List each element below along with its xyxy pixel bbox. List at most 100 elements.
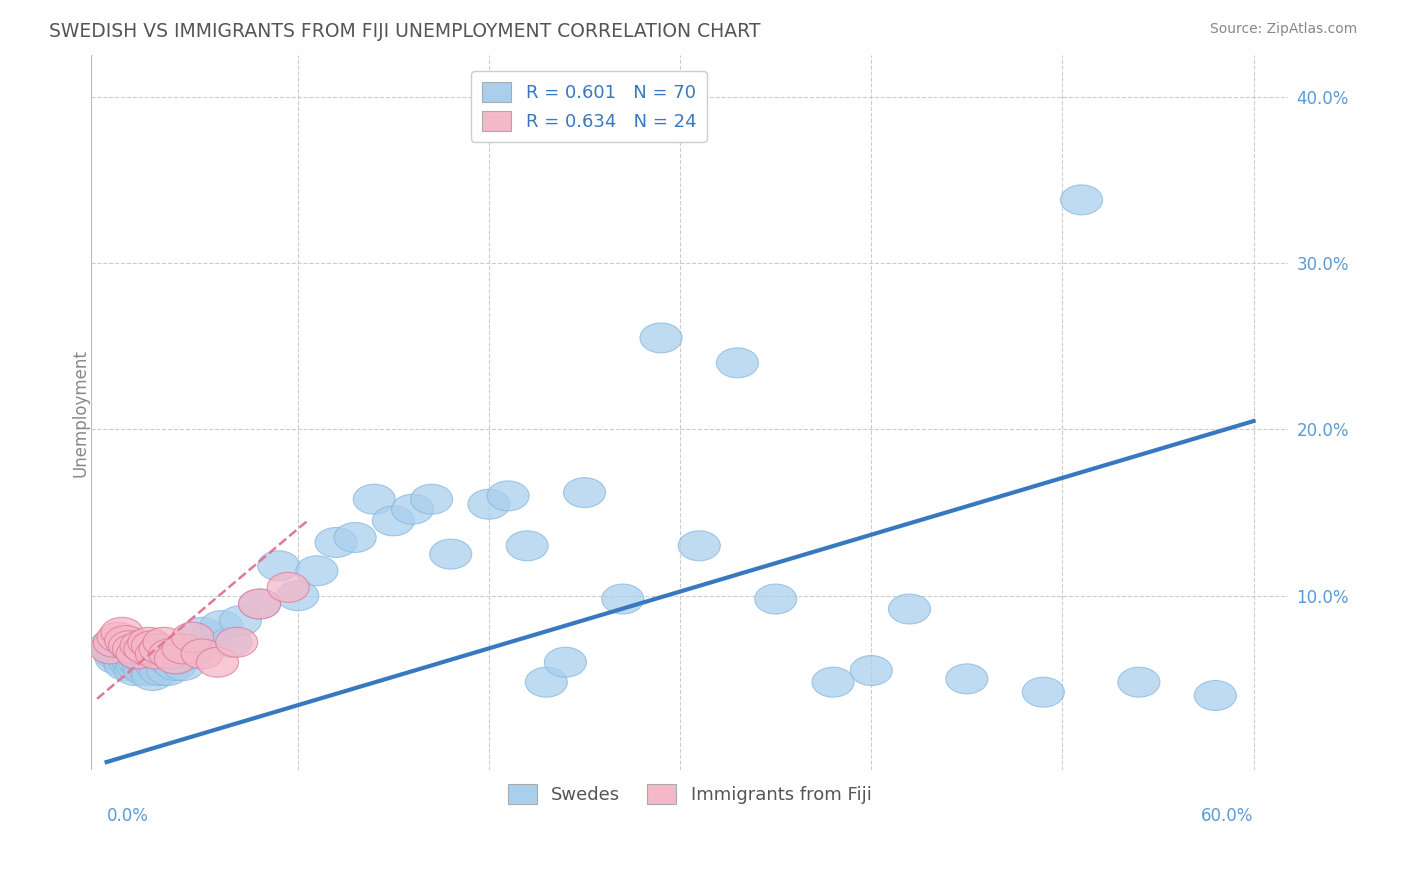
- Ellipse shape: [239, 589, 281, 619]
- Ellipse shape: [209, 627, 252, 657]
- Ellipse shape: [411, 484, 453, 514]
- Ellipse shape: [120, 631, 162, 661]
- Ellipse shape: [122, 650, 165, 681]
- Ellipse shape: [486, 481, 529, 511]
- Text: 0.0%: 0.0%: [107, 807, 149, 825]
- Ellipse shape: [1060, 185, 1102, 215]
- Ellipse shape: [1022, 677, 1064, 707]
- Ellipse shape: [112, 648, 155, 677]
- Ellipse shape: [172, 623, 214, 652]
- Ellipse shape: [143, 644, 186, 673]
- Ellipse shape: [315, 527, 357, 558]
- Ellipse shape: [526, 667, 568, 698]
- Ellipse shape: [129, 656, 172, 686]
- Ellipse shape: [335, 523, 377, 552]
- Ellipse shape: [103, 648, 145, 677]
- Ellipse shape: [181, 617, 224, 648]
- Ellipse shape: [373, 506, 415, 536]
- Ellipse shape: [132, 631, 173, 661]
- Ellipse shape: [162, 650, 204, 681]
- Ellipse shape: [200, 611, 242, 640]
- Ellipse shape: [353, 484, 395, 514]
- Ellipse shape: [239, 589, 281, 619]
- Ellipse shape: [128, 627, 170, 657]
- Ellipse shape: [117, 639, 159, 669]
- Ellipse shape: [112, 634, 155, 664]
- Ellipse shape: [181, 639, 224, 669]
- Ellipse shape: [602, 584, 644, 614]
- Ellipse shape: [277, 581, 319, 611]
- Ellipse shape: [135, 650, 177, 681]
- Ellipse shape: [132, 661, 173, 690]
- Ellipse shape: [391, 494, 433, 524]
- Ellipse shape: [162, 634, 204, 664]
- Ellipse shape: [104, 650, 146, 681]
- Ellipse shape: [149, 639, 191, 669]
- Ellipse shape: [150, 648, 193, 677]
- Ellipse shape: [93, 639, 135, 669]
- Ellipse shape: [93, 627, 135, 657]
- Ellipse shape: [295, 556, 337, 586]
- Ellipse shape: [108, 631, 150, 661]
- Ellipse shape: [755, 584, 797, 614]
- Ellipse shape: [813, 667, 853, 698]
- Ellipse shape: [678, 531, 720, 561]
- Ellipse shape: [134, 634, 176, 664]
- Ellipse shape: [946, 664, 988, 694]
- Ellipse shape: [219, 606, 262, 636]
- Text: Source: ZipAtlas.com: Source: ZipAtlas.com: [1209, 22, 1357, 37]
- Ellipse shape: [120, 644, 162, 673]
- Ellipse shape: [267, 573, 309, 602]
- Ellipse shape: [101, 642, 143, 673]
- Ellipse shape: [90, 631, 132, 661]
- Ellipse shape: [430, 539, 472, 569]
- Ellipse shape: [215, 627, 257, 657]
- Ellipse shape: [851, 656, 893, 686]
- Ellipse shape: [1194, 681, 1236, 710]
- Ellipse shape: [114, 656, 156, 686]
- Ellipse shape: [155, 650, 197, 681]
- Ellipse shape: [117, 650, 159, 681]
- Ellipse shape: [155, 644, 197, 673]
- Ellipse shape: [107, 642, 149, 673]
- Ellipse shape: [257, 550, 299, 581]
- Ellipse shape: [101, 617, 143, 648]
- Ellipse shape: [111, 639, 152, 669]
- Ellipse shape: [135, 639, 177, 669]
- Ellipse shape: [97, 623, 139, 652]
- Ellipse shape: [191, 623, 233, 652]
- Ellipse shape: [143, 627, 186, 657]
- Ellipse shape: [124, 634, 166, 664]
- Ellipse shape: [544, 648, 586, 677]
- Ellipse shape: [468, 489, 510, 519]
- Ellipse shape: [146, 656, 188, 686]
- Ellipse shape: [108, 648, 150, 677]
- Ellipse shape: [138, 648, 180, 677]
- Ellipse shape: [1118, 667, 1160, 698]
- Ellipse shape: [96, 644, 138, 673]
- Ellipse shape: [104, 625, 146, 656]
- Ellipse shape: [889, 594, 931, 624]
- Ellipse shape: [717, 348, 758, 378]
- Ellipse shape: [167, 639, 209, 669]
- Ellipse shape: [173, 634, 215, 664]
- Ellipse shape: [128, 650, 170, 681]
- Ellipse shape: [91, 634, 134, 664]
- Ellipse shape: [159, 644, 200, 673]
- Legend: Swedes, Immigrants from Fiji: Swedes, Immigrants from Fiji: [501, 777, 879, 812]
- Ellipse shape: [90, 634, 132, 664]
- Text: SWEDISH VS IMMIGRANTS FROM FIJI UNEMPLOYMENT CORRELATION CHART: SWEDISH VS IMMIGRANTS FROM FIJI UNEMPLOY…: [49, 22, 761, 41]
- Ellipse shape: [118, 648, 160, 677]
- Ellipse shape: [97, 639, 139, 669]
- Ellipse shape: [197, 648, 239, 677]
- Ellipse shape: [139, 634, 181, 664]
- Ellipse shape: [139, 656, 181, 686]
- Ellipse shape: [564, 477, 606, 508]
- Ellipse shape: [125, 648, 167, 677]
- Ellipse shape: [506, 531, 548, 561]
- Y-axis label: Unemployment: Unemployment: [72, 349, 89, 476]
- Ellipse shape: [124, 656, 166, 686]
- Ellipse shape: [98, 634, 141, 664]
- Ellipse shape: [640, 323, 682, 353]
- Text: 60.0%: 60.0%: [1201, 807, 1254, 825]
